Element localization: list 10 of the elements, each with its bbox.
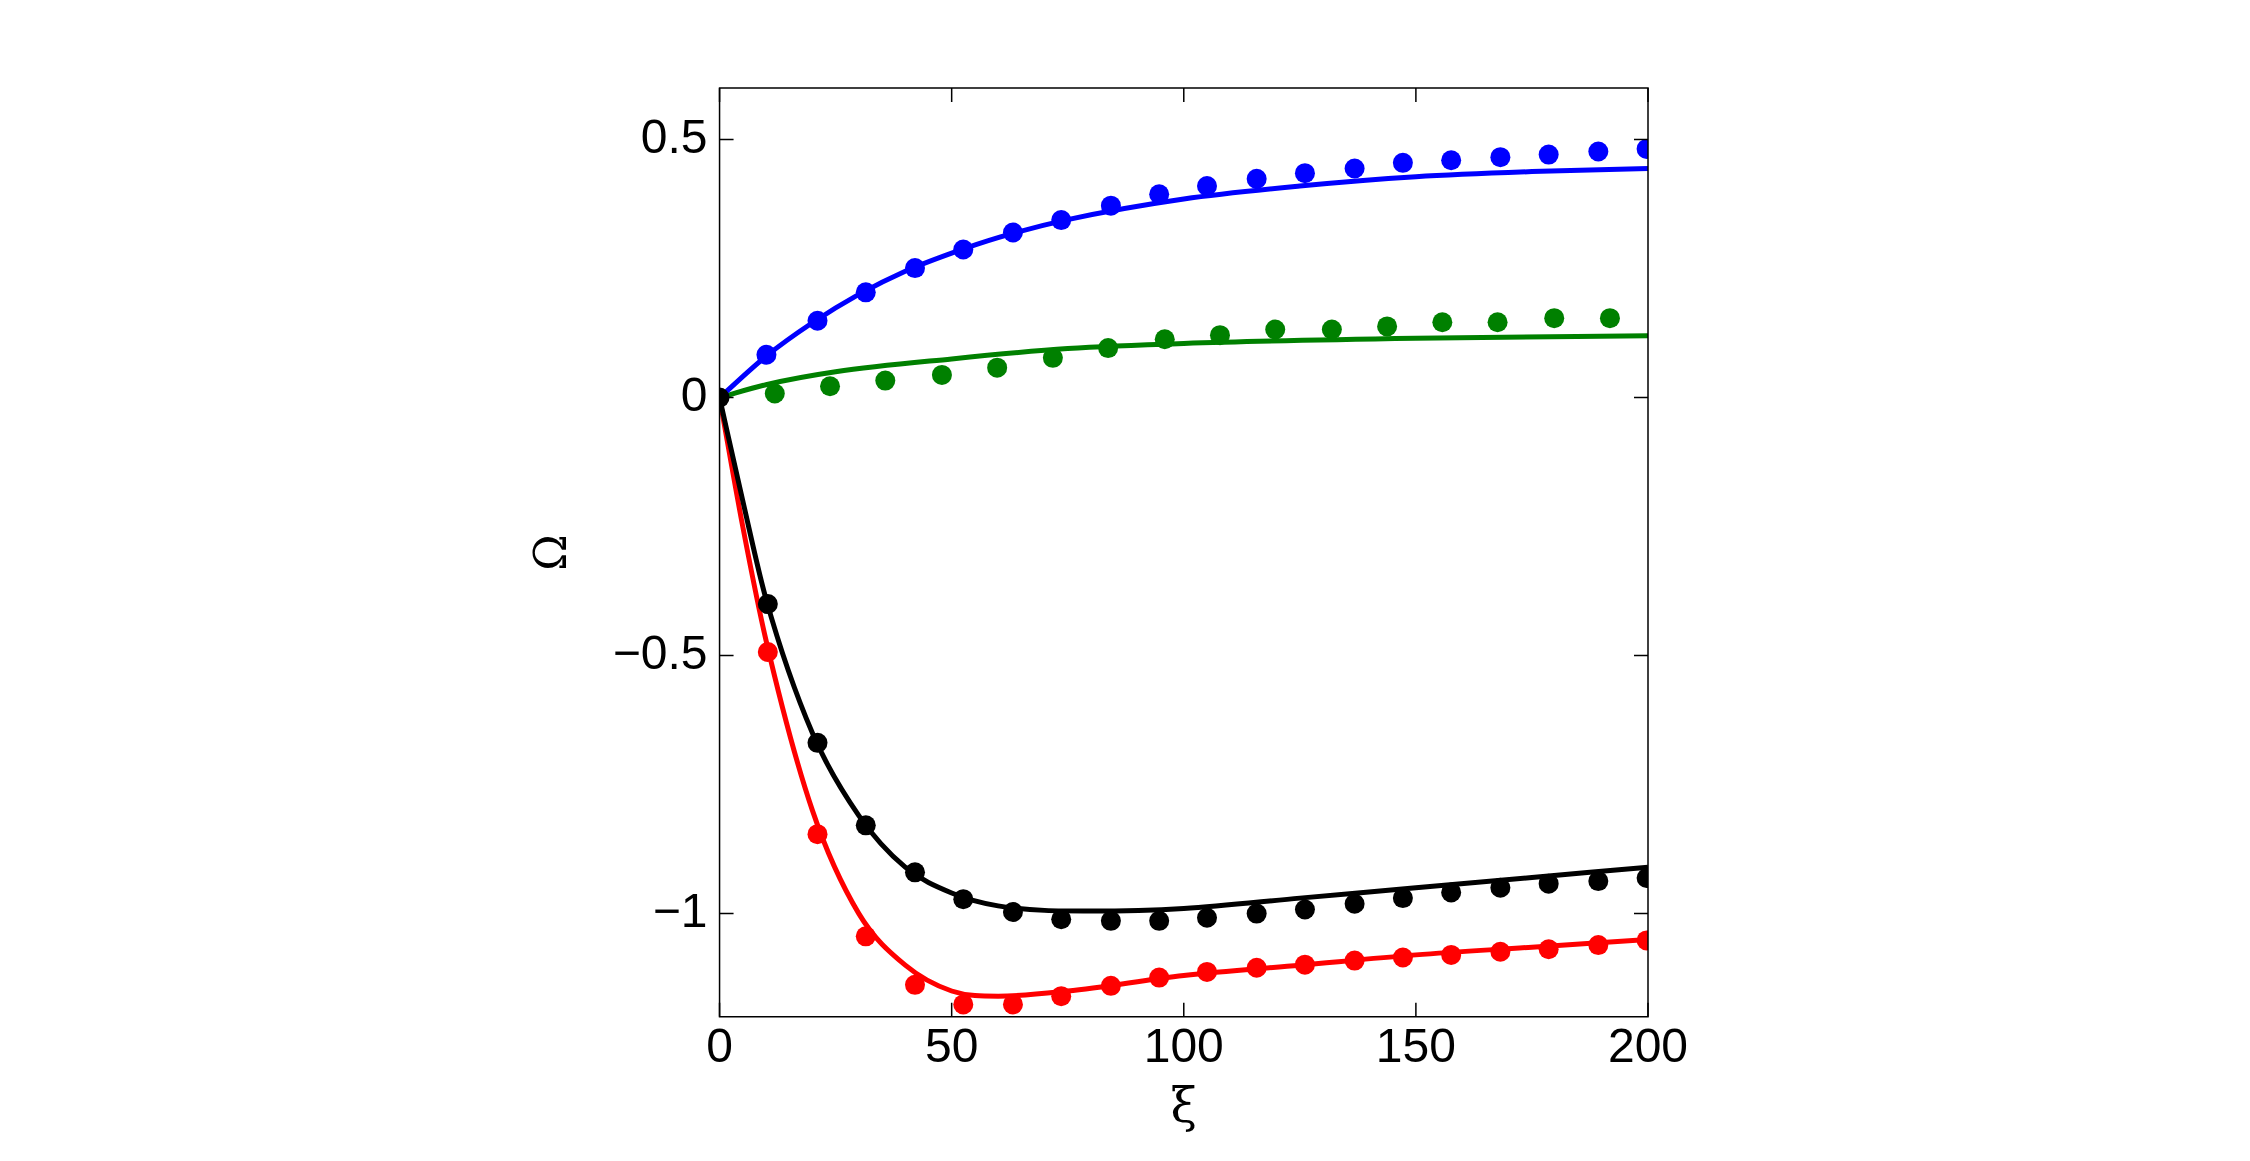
- y-axis-title: Ω: [524, 534, 576, 571]
- x-tick-label: 150: [1375, 1018, 1456, 1072]
- x-tick-label: 200: [1607, 1018, 1689, 1072]
- y-tick-label: 0: [680, 367, 708, 421]
- x-tick-label: 100: [1143, 1018, 1224, 1072]
- y-tick-label: 0.5: [640, 109, 708, 163]
- y-tick-label: −1: [652, 883, 708, 937]
- y-tick-label: −0.5: [612, 625, 708, 679]
- x-tick-label: 50: [924, 1018, 979, 1072]
- x-axis-title: ξ: [1170, 1076, 1197, 1133]
